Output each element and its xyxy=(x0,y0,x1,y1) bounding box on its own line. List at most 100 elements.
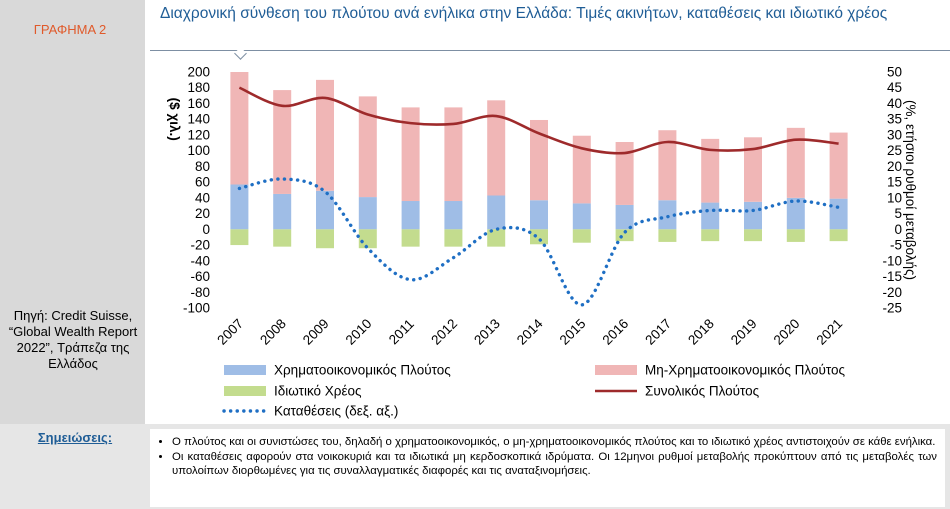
bar-debt xyxy=(829,229,848,242)
left-panel xyxy=(0,0,145,424)
bar-non-financial xyxy=(744,137,762,202)
bar-non-financial xyxy=(701,138,720,203)
bar-debt xyxy=(701,229,720,242)
bar-debt xyxy=(744,229,762,242)
notes-label: Σημειώσεις: xyxy=(37,430,113,445)
y-tick-label: -100 xyxy=(183,301,210,316)
y2-tick-label: 25 xyxy=(887,143,902,158)
y-tick-label: 160 xyxy=(187,96,210,111)
y-tick-label: 100 xyxy=(187,143,210,158)
x-tick-label: 2017 xyxy=(642,316,674,348)
y2-axis-label: (%, ετήσιοι ρυθμοί μεταβολής) xyxy=(903,100,918,280)
bar-financial xyxy=(273,193,292,230)
y2-tick-label: 40 xyxy=(887,96,902,111)
y-tick-label: 140 xyxy=(187,112,210,127)
line-total-wealth xyxy=(238,86,839,155)
y-tick-label: 120 xyxy=(187,127,210,142)
bar-debt xyxy=(230,229,249,246)
y-tick-label: 80 xyxy=(195,159,210,174)
bar-debt xyxy=(658,229,677,242)
bar-non-financial xyxy=(444,107,463,202)
x-tick-label: 2021 xyxy=(813,316,845,348)
bar-financial xyxy=(572,203,591,230)
x-tick-label: 2018 xyxy=(685,316,717,348)
x-tick-label: 2008 xyxy=(257,316,289,348)
bar-debt xyxy=(572,229,591,243)
x-tick-label: 2014 xyxy=(514,316,546,348)
notes-box: Ο πλούτος και οι συνιστώσες του, δηλαδή … xyxy=(150,429,945,507)
bar-non-financial xyxy=(829,132,848,199)
bar-financial xyxy=(444,201,463,230)
bar-financial xyxy=(744,201,762,230)
y2-tick-label: 15 xyxy=(887,175,902,190)
bar-financial xyxy=(829,198,848,230)
y-tick-label: -80 xyxy=(190,285,210,300)
bar-non-financial xyxy=(530,119,548,201)
y2-tick-label: -25 xyxy=(882,301,902,316)
bar-financial xyxy=(615,204,634,230)
bar-financial xyxy=(530,200,548,230)
legend-label: Καταθέσεις (δεξ. αξ.) xyxy=(274,404,398,419)
bar-non-financial xyxy=(615,142,634,205)
legend-label: Συνολικός Πλούτος xyxy=(645,384,760,399)
note-item: Ο πλούτος και οι συνιστώσες του, δηλαδή … xyxy=(172,435,937,449)
y-tick-label: -40 xyxy=(190,253,210,268)
bar-debt xyxy=(444,229,463,247)
source-text: Πηγή: Credit Suisse, “Global Wealth Repo… xyxy=(8,308,138,371)
chart-title: Διαχρονική σύνθεση του πλούτου ανά ενήλι… xyxy=(160,5,888,22)
bar-non-financial xyxy=(786,127,805,198)
bar-debt xyxy=(316,229,334,249)
bar-financial xyxy=(230,184,249,230)
bar-debt xyxy=(530,229,548,245)
y-axis-label: ($ χιλ.) xyxy=(167,98,182,141)
legend-swatch xyxy=(224,365,266,375)
bar-non-financial xyxy=(658,130,677,201)
y-tick-label: 180 xyxy=(187,80,210,95)
legend: Χρηματοοικονομικός Πλούτος Μη-Χρηματοοικο… xyxy=(222,363,845,419)
bar-non-financial xyxy=(487,100,506,196)
x-tick-label: 2013 xyxy=(471,316,503,348)
bar-layer xyxy=(230,72,848,249)
y-tick-label: 60 xyxy=(195,175,210,190)
bar-non-financial xyxy=(401,107,420,202)
y2-tick-label: 30 xyxy=(887,127,902,142)
bar-non-financial xyxy=(273,90,292,194)
bar-non-financial xyxy=(572,135,591,204)
chart: 200180160140120100806040200-20-40-60-80-… xyxy=(167,65,918,419)
line-deposits xyxy=(237,177,841,307)
legend-label: Ιδιωτικό Χρέος xyxy=(274,384,362,399)
y-tick-label: 0 xyxy=(202,222,210,237)
y-tick-label: 40 xyxy=(195,190,210,205)
y-tick-label: 20 xyxy=(195,206,210,221)
x-tick-label: 2007 xyxy=(214,316,246,348)
left-divider xyxy=(145,0,150,424)
y-tick-label: -20 xyxy=(190,238,210,253)
legend-label: Μη-Χρηματοοικονομικός Πλούτος xyxy=(645,363,845,378)
bar-debt xyxy=(273,229,292,247)
legend-swatch xyxy=(595,365,637,375)
y2-tick-label: -20 xyxy=(882,285,902,300)
x-tick-label: 2015 xyxy=(557,316,589,348)
bar-financial xyxy=(658,200,677,230)
bar-debt xyxy=(786,229,805,242)
bar-financial xyxy=(701,202,720,230)
y2-tick-label: -15 xyxy=(882,269,902,284)
bar-debt xyxy=(615,229,634,242)
bar-financial xyxy=(487,195,506,230)
x-tick-label: 2011 xyxy=(386,316,417,347)
x-tick-label: 2019 xyxy=(728,316,760,348)
y2-tick-label: 35 xyxy=(887,112,902,127)
y2-tick-label: 0 xyxy=(894,222,902,237)
x-tick-label: 2010 xyxy=(343,316,375,348)
figure-label: ΓΡΑΦΗΜΑ 2 xyxy=(33,22,107,37)
y2-tick-label: 45 xyxy=(887,80,902,95)
y2-tick-label: 20 xyxy=(887,159,902,174)
legend-swatch xyxy=(224,386,266,396)
y-tick-label: -60 xyxy=(190,269,210,284)
title-rule xyxy=(150,50,950,51)
bar-financial xyxy=(401,201,420,230)
y2-tick-label: 5 xyxy=(894,206,902,221)
y-tick-label: 200 xyxy=(187,65,210,80)
bar-non-financial xyxy=(230,72,249,185)
bar-non-financial xyxy=(358,96,377,198)
